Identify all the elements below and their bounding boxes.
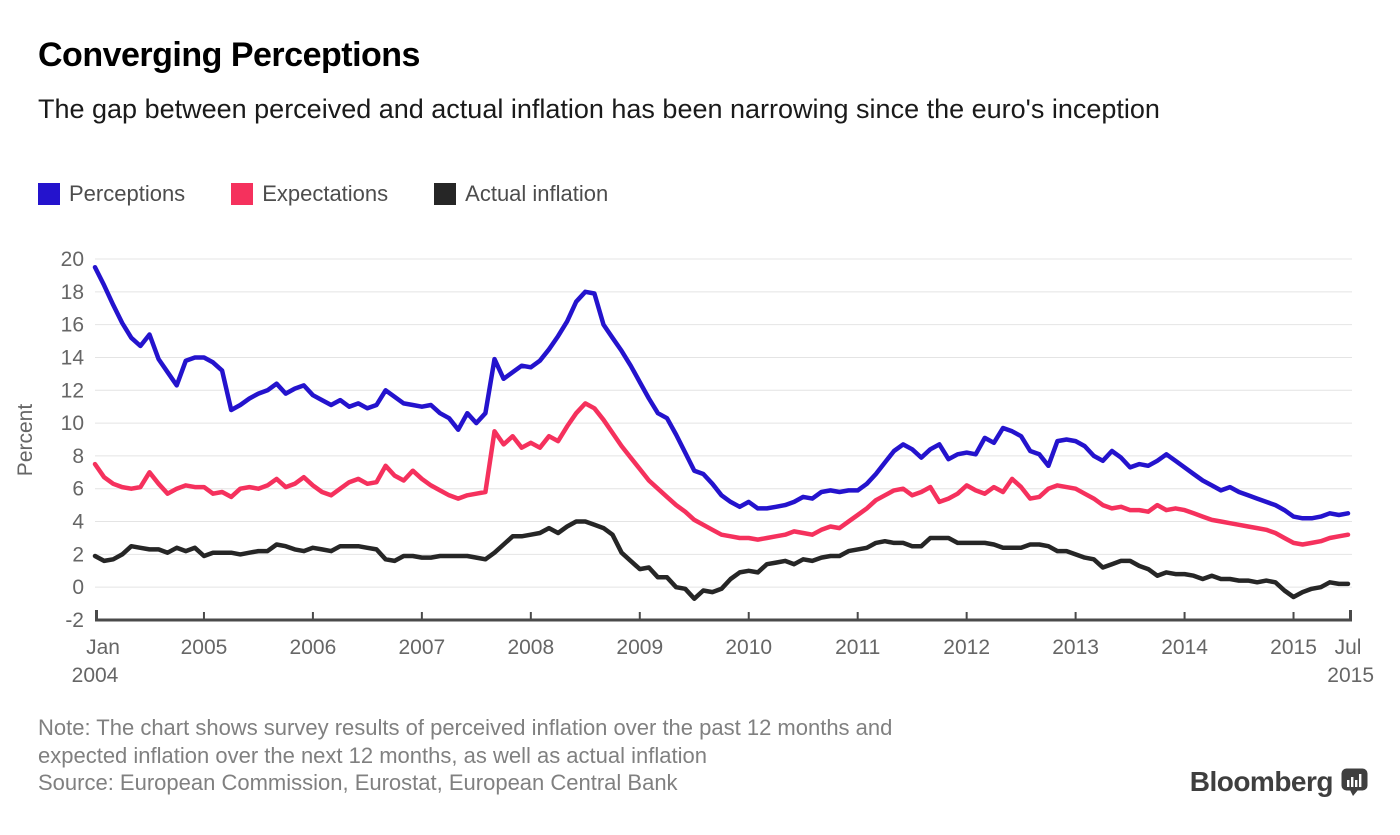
- svg-text:-2: -2: [65, 609, 84, 632]
- svg-text:Percent: Percent: [14, 404, 37, 477]
- svg-text:2009: 2009: [616, 636, 663, 659]
- actual-inflation-swatch-icon: [434, 183, 457, 205]
- perceptions-swatch-icon: [38, 183, 60, 205]
- svg-text:2012: 2012: [943, 636, 990, 659]
- svg-text:4: 4: [72, 511, 84, 534]
- expectations-swatch-icon: [231, 183, 254, 205]
- svg-text:2011: 2011: [835, 636, 880, 659]
- svg-text:2010: 2010: [725, 636, 772, 659]
- svg-text:Jan: Jan: [86, 636, 120, 659]
- svg-text:2: 2: [72, 543, 84, 566]
- svg-text:16: 16: [61, 314, 84, 337]
- bloomberg-chart-bubble-icon: [1341, 768, 1368, 796]
- chart-legend: Perceptions Expectations Actual inflatio…: [38, 181, 608, 207]
- svg-text:18: 18: [61, 281, 84, 304]
- svg-text:Jul: Jul: [1335, 636, 1362, 659]
- svg-text:6: 6: [72, 478, 84, 501]
- chart-note-line1: Note: The chart shows survey results of …: [38, 715, 893, 740]
- bloomberg-logo-text: Bloomberg: [1189, 766, 1334, 797]
- chart-note: Note: The chart shows survey results of …: [38, 714, 892, 770]
- bloomberg-logo: Bloomberg: [1190, 766, 1368, 798]
- legend-label-perceptions: Perceptions: [69, 181, 186, 206]
- svg-text:2007: 2007: [399, 636, 446, 659]
- svg-text:2013: 2013: [1052, 636, 1099, 659]
- svg-text:8: 8: [72, 445, 84, 468]
- page-title: Converging Perceptions: [38, 36, 420, 74]
- legend-label-actual-inflation: Actual inflation: [465, 181, 609, 206]
- svg-text:0: 0: [72, 576, 84, 599]
- svg-text:2005: 2005: [181, 636, 228, 659]
- svg-text:20: 20: [61, 248, 84, 271]
- legend-item-perceptions: Perceptions: [38, 181, 185, 207]
- svg-text:2015: 2015: [1270, 636, 1317, 659]
- legend-item-actual-inflation: Actual inflation: [434, 181, 608, 207]
- svg-text:2006: 2006: [290, 636, 337, 659]
- svg-text:2014: 2014: [1161, 636, 1208, 659]
- svg-text:10: 10: [61, 412, 84, 435]
- page-subtitle: The gap between perceived and actual inf…: [38, 94, 1160, 124]
- svg-text:2015: 2015: [1327, 664, 1374, 687]
- chart-note-line2: expected inflation over the next 12 mont…: [38, 743, 707, 768]
- svg-text:14: 14: [61, 346, 85, 369]
- legend-item-expectations: Expectations: [231, 181, 388, 207]
- svg-text:12: 12: [61, 379, 84, 402]
- svg-text:2004: 2004: [72, 664, 119, 687]
- chart-source: Source: European Commission, Eurostat, E…: [38, 770, 678, 795]
- legend-label-expectations: Expectations: [262, 181, 389, 206]
- svg-text:2008: 2008: [507, 636, 554, 659]
